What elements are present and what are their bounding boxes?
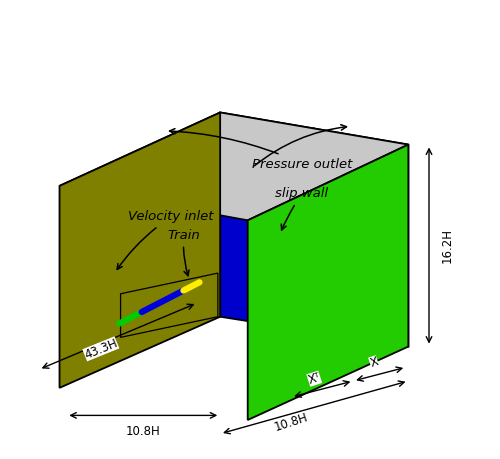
Polygon shape	[314, 129, 408, 347]
Text: X: X	[368, 355, 380, 370]
Text: Train: Train	[168, 229, 200, 276]
Polygon shape	[220, 112, 314, 331]
Text: 16.2H: 16.2H	[441, 228, 454, 263]
Text: slip wall: slip wall	[275, 187, 328, 230]
Text: 10.8H: 10.8H	[126, 425, 161, 438]
Text: Pressure outlet: Pressure outlet	[170, 129, 352, 171]
Text: 10.8H: 10.8H	[273, 411, 310, 434]
Polygon shape	[60, 112, 220, 388]
Text: Velocity inlet: Velocity inlet	[117, 210, 214, 269]
Text: Xᵀ: Xᵀ	[306, 370, 322, 387]
Polygon shape	[60, 112, 408, 220]
Text: 43.3H: 43.3H	[82, 336, 120, 361]
Polygon shape	[248, 145, 408, 420]
